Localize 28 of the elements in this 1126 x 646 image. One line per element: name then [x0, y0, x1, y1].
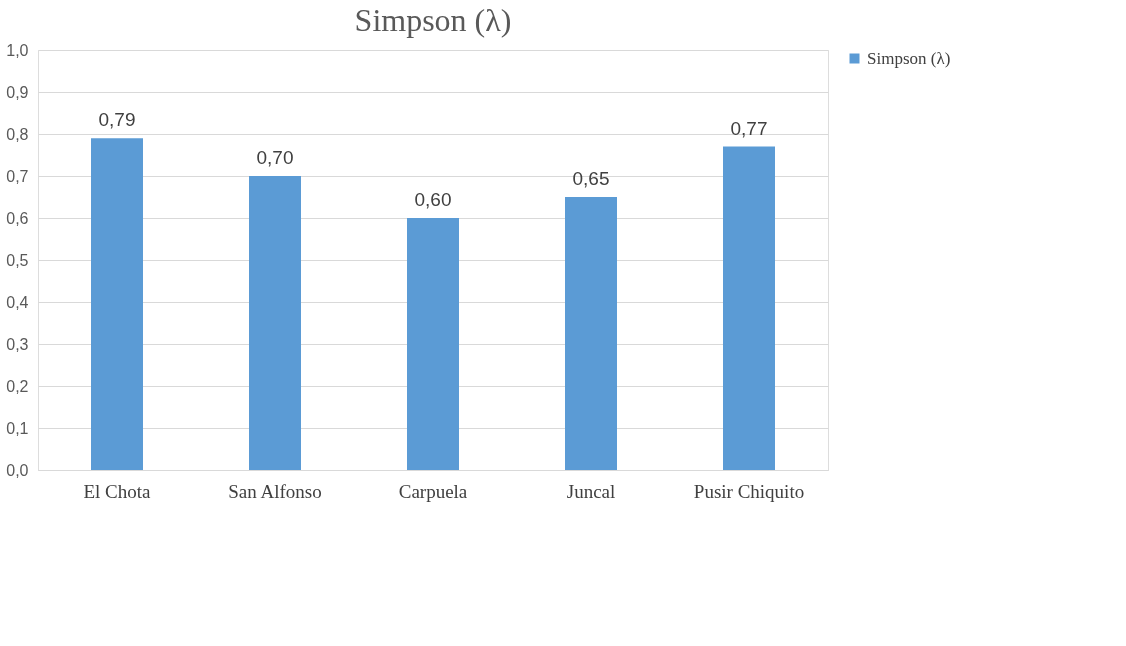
y-tick-label: 0,6 — [6, 209, 29, 227]
data-label: 0,70 — [256, 147, 294, 168]
data-label: 0,79 — [98, 109, 136, 131]
y-tick-label: 0,8 — [6, 125, 29, 143]
x-tick-label: San Alfonso — [228, 480, 322, 502]
data-label: 0,60 — [414, 189, 452, 210]
x-tick-label: Juncal — [566, 480, 616, 502]
x-tick-label: Pusir Chiquito — [693, 480, 805, 502]
y-tick-label: 0,3 — [6, 335, 29, 353]
x-tick-label: Carpuela — [398, 480, 468, 502]
y-tick-label: 0,2 — [6, 377, 29, 395]
y-tick-label: 0,0 — [6, 461, 29, 479]
data-label: 0,77 — [730, 117, 768, 139]
legend-label: Simpson (λ) — [867, 48, 951, 68]
bar — [565, 197, 617, 470]
bar — [723, 146, 775, 470]
y-tick-label: 0,9 — [6, 83, 29, 101]
x-tick-label: El Chota — [83, 480, 152, 502]
bar — [249, 176, 301, 470]
bar — [407, 218, 459, 470]
y-tick-label: 0,1 — [6, 419, 29, 437]
y-tick-label: 0,4 — [6, 293, 29, 311]
y-tick-label: 1,0 — [6, 41, 29, 59]
chart-title: Simpson (λ) — [354, 2, 512, 38]
data-label: 0,65 — [572, 168, 610, 189]
y-tick-label: 0,5 — [6, 251, 29, 269]
bar — [91, 138, 143, 470]
y-tick-label: 0,7 — [6, 167, 29, 185]
